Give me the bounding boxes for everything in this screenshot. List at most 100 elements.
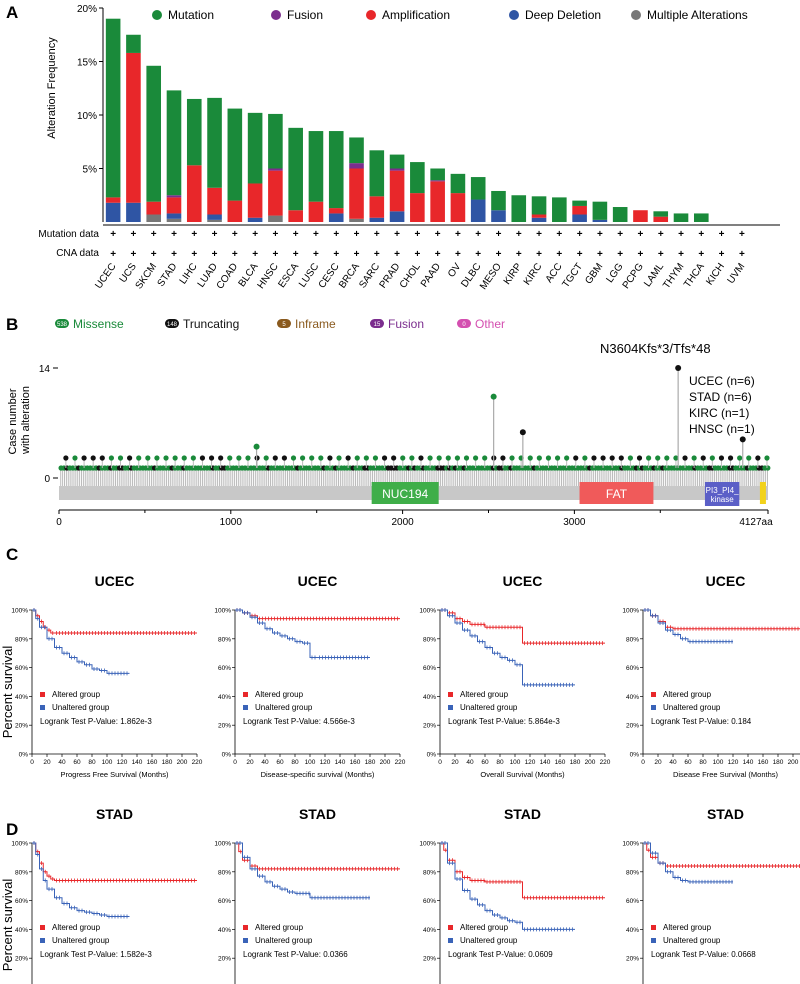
cna-data-mark: +	[333, 249, 339, 260]
mutation-data-mark: +	[739, 229, 745, 240]
km-y-tick-label: 100%	[622, 608, 639, 615]
legend-badge	[370, 319, 384, 328]
panel-a-data-rows: Mutation data CNA data + + + + + + + + + + + + + + + + +…	[38, 224, 780, 260]
panel-a-bars	[105, 18, 709, 222]
legend-count: 148	[167, 322, 178, 328]
km-x-tick-label: 120	[525, 759, 536, 766]
km-x-tick-label: 180	[570, 759, 581, 766]
mutation-data-mark: +	[435, 229, 441, 240]
mutation-data-mark: +	[293, 229, 299, 240]
km-legend-marker	[651, 938, 656, 943]
mutation-data-mark: +	[354, 229, 360, 240]
mutation-dot	[236, 455, 242, 461]
mutation-dot	[609, 455, 615, 461]
km-legend-label: Altered group	[663, 923, 712, 932]
km-curve-altered	[643, 842, 800, 867]
km-legend-label: Unaltered group	[460, 936, 518, 945]
km-legend-label: Altered group	[255, 690, 304, 699]
km-y-tick-label: 60%	[218, 898, 231, 905]
km-title: STAD	[299, 806, 336, 822]
bar-cesc-mutation	[328, 131, 344, 209]
bar-skcm-multiple-alterations	[146, 214, 162, 222]
mutation-dot	[746, 455, 752, 461]
mutation-dot	[709, 455, 715, 461]
km-plot-4: UCEC 0% 20% 40% 60% 80% 100% 0 20 40 60 80 100 120 140…	[622, 573, 800, 779]
bar-chol-amplification	[410, 193, 425, 222]
km-x-tick-label: 180	[773, 759, 784, 766]
km-plot-2: UCEC 0% 20% 40% 60% 80% 100% 0 20 40 60 80 100 120 140…	[214, 573, 405, 779]
km-x-tick-label: 60	[684, 759, 692, 766]
km-x-tick-label: 140	[132, 759, 143, 766]
mutation-data-mark: +	[678, 229, 684, 240]
bar-laml-mutation	[653, 211, 669, 217]
km-y-tick-label: 80%	[15, 636, 28, 643]
cna-data-mark: +	[719, 249, 725, 260]
km-legend-marker	[651, 705, 656, 710]
mutation-dot	[600, 455, 606, 461]
x-tick-label-kirc: KIRC	[522, 261, 545, 287]
mutation-dot	[646, 455, 652, 461]
km-curve-altered	[235, 842, 400, 870]
mutation-dot	[391, 455, 397, 461]
km-x-tick-label: 120	[728, 759, 739, 766]
km-plot-4: STAD0%20%40%60%80%100%020406080100120140…	[622, 806, 800, 984]
km-y-tick-label: 20%	[626, 956, 639, 963]
legend-marker-mutation	[152, 10, 162, 20]
mutation-dot	[354, 455, 360, 461]
mutation-dot	[655, 455, 661, 461]
km-y-tick-label: 80%	[423, 636, 436, 643]
mutation-dot	[564, 455, 570, 461]
panel-b-y-axis-label: Case number with alteration	[7, 385, 32, 454]
km-x-tick-label: 40	[466, 759, 474, 766]
y-axis-label-line-1: Case number	[7, 388, 19, 454]
km-y-tick-label: 20%	[423, 956, 436, 963]
bar-prad-fusion	[389, 168, 405, 171]
mutation-dot	[582, 455, 588, 461]
km-legend-marker	[448, 938, 453, 943]
km-x-tick-label: 160	[350, 759, 361, 766]
mutation-dot	[664, 455, 670, 461]
bar-coad-amplification	[227, 200, 243, 222]
bar-prad-amplification	[389, 170, 405, 212]
mutation-data-mark: +	[252, 229, 258, 240]
km-legend-marker	[243, 705, 248, 710]
km-x-tick-label: 20	[246, 759, 254, 766]
mutation-dot	[591, 455, 597, 461]
cna-data-mark: +	[374, 249, 380, 260]
y-tick-label: 0	[44, 474, 50, 485]
km-x-tick-label: 80	[496, 759, 504, 766]
km-x-tick-label: 160	[147, 759, 158, 766]
km-title: STAD	[504, 806, 541, 822]
km-x-axis-label: Overall Survival (Months)	[480, 770, 565, 779]
km-legend-marker	[651, 692, 656, 697]
km-y-tick-label: 60%	[626, 898, 639, 905]
bar-brca-fusion	[349, 163, 364, 169]
bar-paad-mutation	[430, 168, 445, 181]
mutation-dot	[90, 455, 96, 461]
km-x-tick-label: 60	[73, 759, 81, 766]
mutation-data-mark: +	[597, 229, 603, 240]
km-y-tick-label: 100%	[622, 841, 639, 848]
mutation-dot	[737, 455, 743, 461]
x-tick-label: 0	[56, 517, 62, 528]
bar-ov-mutation	[450, 173, 466, 194]
panel-a-y-axis: 5% 10% 15% 20%	[77, 4, 104, 222]
y-tick-label: 15%	[77, 58, 97, 69]
y-tick-label: 10%	[77, 111, 97, 122]
cna-data-mark: +	[516, 249, 522, 260]
mutation-dot	[755, 455, 761, 461]
mutation-data-mark: +	[414, 229, 420, 240]
mutation-dot	[500, 455, 506, 461]
y-tick-label: 14	[39, 364, 51, 375]
km-curve-altered	[32, 609, 197, 634]
km-y-tick-label: 80%	[218, 636, 231, 643]
hotspot-detail: UCEC (n=6)	[689, 374, 755, 388]
cna-data-mark: +	[698, 249, 704, 260]
km-x-axis-label: Disease Free Survival (Months)	[673, 770, 779, 779]
y-axis-label: Percent survival	[0, 646, 15, 739]
mutation-data-mark: +	[171, 229, 177, 240]
x-tick-label-sarc: SARC	[357, 261, 382, 290]
mutation-dot	[63, 455, 69, 461]
km-y-tick-label: 60%	[423, 898, 436, 905]
